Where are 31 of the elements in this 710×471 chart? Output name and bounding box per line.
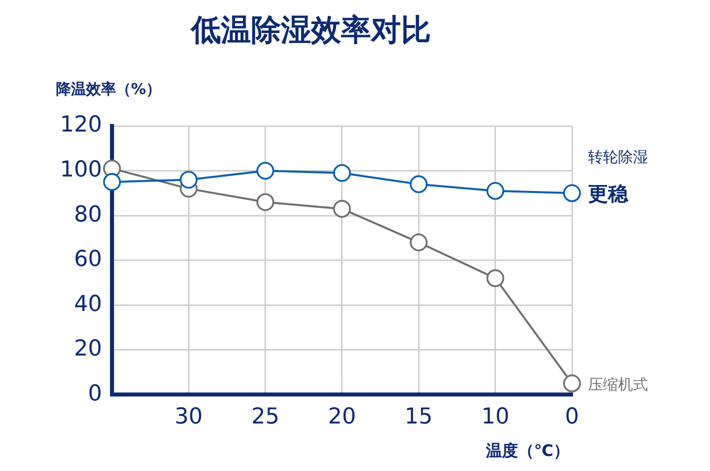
x-tick-label: 0	[565, 404, 579, 430]
y-tick-label: 80	[74, 202, 102, 228]
x-tick-label: 25	[251, 404, 280, 430]
y-tick-label: 120	[60, 112, 102, 138]
point	[563, 184, 581, 202]
y-axis-title: 降温效率（%）	[56, 80, 162, 98]
series-label: 压缩机式	[588, 375, 648, 394]
y-tick-label: 0	[88, 381, 102, 406]
point	[486, 269, 504, 288]
point	[180, 170, 198, 189]
x-axis-title: 温度（℃）	[485, 441, 570, 460]
point	[486, 182, 504, 200]
text: 更稳	[588, 181, 629, 206]
point	[410, 233, 428, 252]
point	[333, 164, 351, 182]
point	[256, 162, 274, 180]
point	[256, 193, 274, 212]
chart-title: 低温除湿效率对比	[190, 12, 431, 48]
point	[333, 200, 351, 218]
point	[563, 374, 581, 392]
y-tick-label: 100	[60, 157, 102, 182]
x-tick-label: 20	[328, 404, 356, 430]
y-tick-label: 20	[74, 336, 102, 362]
point	[103, 173, 121, 191]
x-tick-label: 15	[404, 404, 433, 430]
y-tick-label: 60	[74, 247, 102, 272]
x-tick-label: 30	[174, 404, 203, 430]
point	[410, 175, 428, 194]
x-tick-label: 10	[481, 404, 510, 430]
y-tick-label: 40	[74, 292, 102, 317]
series-label: 转轮除湿	[588, 148, 648, 166]
